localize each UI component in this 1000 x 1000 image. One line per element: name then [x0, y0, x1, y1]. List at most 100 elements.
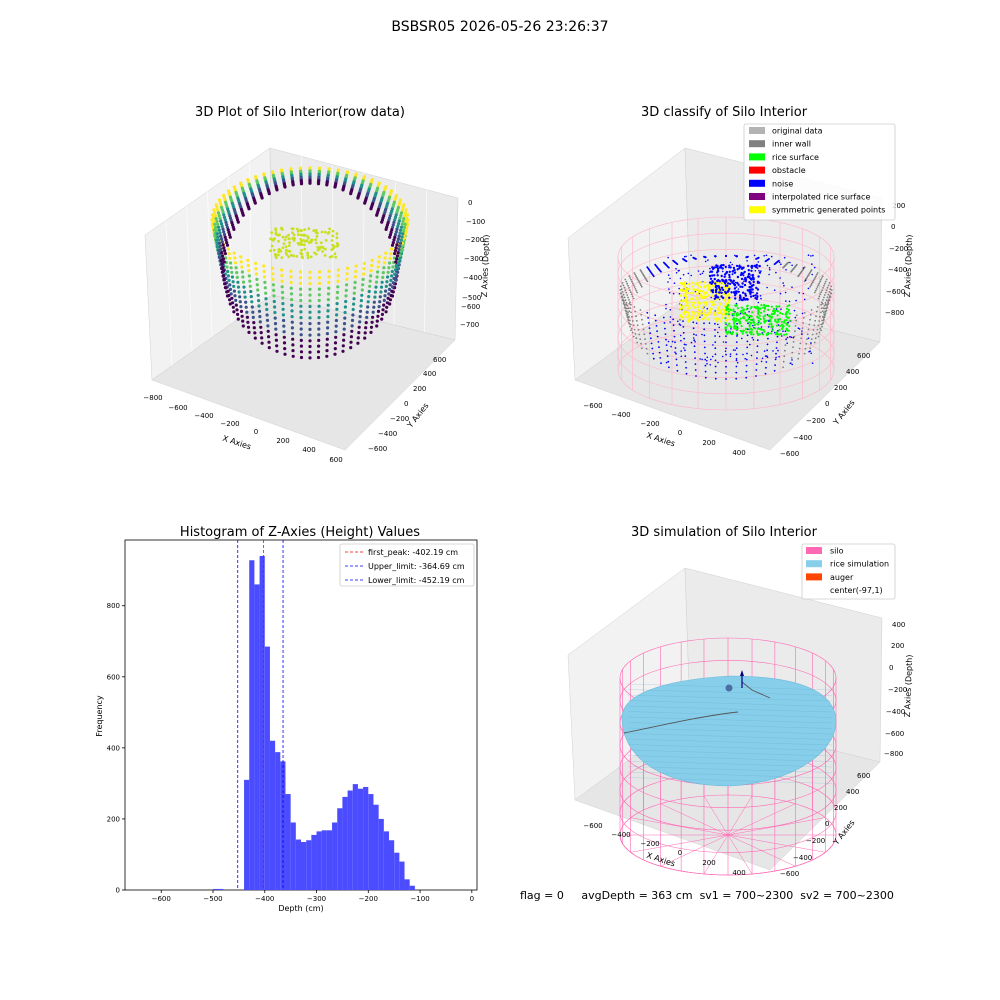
classify-point — [640, 284, 642, 287]
classify-point — [695, 322, 698, 325]
histogram-bar — [259, 555, 265, 890]
raw-point — [222, 246, 226, 250]
raw-point — [395, 243, 399, 247]
raw-point — [228, 233, 232, 237]
raw-point — [333, 347, 337, 351]
classify-point — [784, 344, 787, 346]
raw-point — [287, 237, 291, 241]
classify-point — [820, 291, 823, 294]
classify-point — [724, 317, 727, 320]
classify-point — [648, 327, 651, 329]
raw-point — [287, 244, 291, 248]
raw-point — [254, 267, 258, 271]
raw-point — [274, 253, 277, 256]
classify-point — [734, 290, 737, 293]
classify-point — [814, 337, 817, 340]
classify-point — [683, 343, 686, 346]
classify-point — [760, 270, 762, 272]
simulation-center-marker — [725, 684, 733, 692]
histogram-legend-label: Upper_limit: -364.69 cm — [368, 562, 465, 571]
classify-point — [786, 336, 789, 339]
raw-point — [308, 299, 312, 303]
classify-point — [680, 318, 683, 321]
classify-point — [755, 286, 758, 290]
classify-point — [764, 355, 767, 357]
classify-point — [772, 307, 776, 310]
classify-point — [807, 337, 810, 340]
classify-point — [766, 349, 768, 352]
classify-point — [668, 292, 671, 294]
raw-point — [384, 227, 388, 231]
classify-point — [695, 258, 697, 260]
classify-point — [768, 273, 770, 276]
classify-point — [749, 321, 752, 324]
classify-point — [714, 353, 717, 356]
classify-point — [714, 282, 717, 285]
classify-point — [773, 311, 776, 314]
classify-point — [788, 325, 791, 328]
raw-point — [292, 239, 296, 242]
raw-point — [222, 213, 226, 217]
classify-point — [788, 312, 791, 315]
classify-point — [747, 269, 750, 272]
classify-point — [702, 270, 705, 273]
classify-point — [789, 261, 791, 264]
classify-point — [694, 363, 697, 365]
raw-point — [277, 239, 280, 243]
raw-point — [289, 292, 294, 296]
raw-point — [380, 317, 384, 321]
classify-x-tick: −600 — [583, 402, 602, 410]
raw-point — [247, 269, 251, 273]
raw-point — [396, 251, 400, 255]
raw-point — [394, 213, 398, 217]
raw-x-tick: −800 — [143, 394, 162, 402]
classify-point — [725, 308, 728, 312]
classify-point — [629, 323, 632, 326]
classify-point — [742, 298, 745, 301]
classify-z-label: Z Axies (Depth) — [903, 234, 914, 297]
raw-point — [308, 181, 312, 185]
classify-point — [757, 316, 760, 319]
classify-point — [664, 333, 667, 335]
classify-point — [754, 296, 757, 300]
raw-point — [392, 238, 396, 242]
classify-point — [621, 282, 624, 284]
classify-point — [667, 274, 670, 276]
classify-point — [780, 263, 782, 266]
classify-point — [751, 273, 755, 277]
classify-point — [791, 351, 794, 354]
classify-point — [739, 329, 743, 332]
raw-point — [291, 349, 295, 353]
raw-point — [264, 302, 268, 306]
classify-point — [739, 296, 742, 299]
classify-point — [729, 308, 732, 311]
classify-point — [626, 310, 628, 313]
raw-point — [369, 269, 373, 273]
classify-point — [719, 265, 722, 268]
histogram-bar — [306, 840, 312, 890]
raw-point — [357, 331, 361, 335]
classify-point — [776, 332, 779, 335]
raw-point — [227, 278, 231, 282]
raw-x-tick: −600 — [168, 404, 187, 412]
raw-point — [267, 335, 271, 339]
raw-y-tick: −400 — [378, 430, 397, 438]
classify-point — [711, 294, 714, 297]
raw-point — [236, 220, 240, 224]
raw-point — [271, 283, 275, 287]
classify-y-ticks: −600 −400 −200 0 200 400 600 — [780, 352, 870, 458]
raw-point — [256, 293, 260, 297]
classify-point — [666, 355, 669, 358]
classify-point — [632, 284, 635, 287]
simulation-rice-mesh-line — [627, 733, 833, 740]
histogram-x-tick-label: −600 — [152, 895, 171, 903]
classify-point — [803, 298, 806, 301]
classify-point — [756, 345, 759, 348]
classify-point — [821, 310, 824, 312]
classify-point — [625, 291, 628, 294]
classify-y-tick: 400 — [846, 368, 859, 376]
classify-point — [756, 339, 759, 342]
classify-point — [699, 293, 703, 296]
classify-point — [734, 297, 737, 300]
classify-point — [754, 327, 757, 330]
